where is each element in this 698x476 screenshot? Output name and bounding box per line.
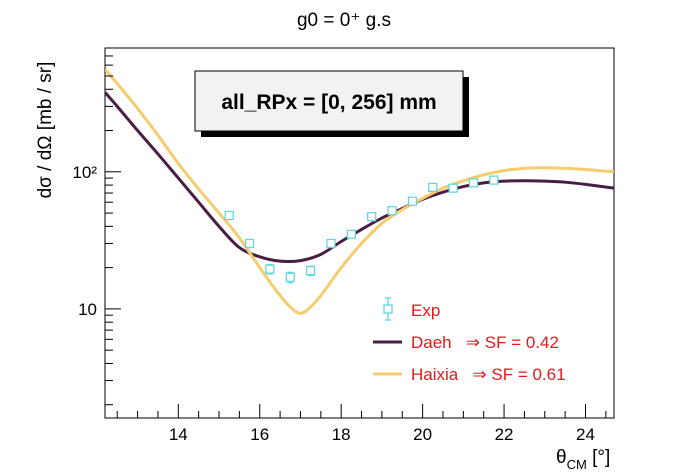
data-point bbox=[387, 206, 397, 216]
y-axis: 10 10² bbox=[72, 47, 121, 406]
data-point bbox=[468, 178, 479, 188]
y-axis-label: dσ / dΩ [mb / sr] bbox=[35, 62, 56, 199]
x-tick-label: 20 bbox=[413, 425, 432, 444]
data-points bbox=[224, 175, 499, 284]
legend: Exp Daeh ⇒ SF = 0.42 Haixia ⇒ SF = 0.61 bbox=[373, 297, 566, 384]
legend-label-exp: Exp bbox=[411, 301, 440, 320]
legend-item-haixia: Haixia ⇒ SF = 0.61 bbox=[373, 365, 566, 384]
annotation-text: all_RPx = [0, 256] mm bbox=[221, 91, 436, 114]
x-tick-label: 18 bbox=[332, 425, 351, 444]
x-tick-label: 14 bbox=[169, 425, 188, 444]
data-point bbox=[244, 238, 255, 249]
x-tick-label: 24 bbox=[576, 425, 595, 444]
data-point bbox=[407, 196, 418, 206]
legend-item-exp: Exp bbox=[383, 297, 440, 321]
y-tick-label: 10 bbox=[78, 300, 97, 319]
legend-item-daeh: Daeh ⇒ SF = 0.42 bbox=[373, 333, 559, 352]
data-point bbox=[326, 238, 336, 249]
plot-frame bbox=[104, 47, 615, 419]
data-point bbox=[489, 175, 499, 185]
data-point bbox=[346, 229, 356, 239]
data-point bbox=[428, 182, 438, 192]
data-point bbox=[285, 271, 295, 284]
data-point bbox=[224, 210, 234, 221]
annotation-box: all_RPx = [0, 256] mm bbox=[194, 70, 469, 137]
legend-label-haixia: Haixia ⇒ SF = 0.61 bbox=[411, 365, 566, 384]
data-point bbox=[265, 264, 275, 275]
legend-marker-exp bbox=[383, 304, 393, 314]
data-point bbox=[448, 183, 458, 193]
x-axis: 14 16 18 20 22 24 bbox=[116, 404, 607, 444]
chart-title: g0 = 0⁺ g.s bbox=[297, 10, 391, 31]
y-tick-label: 10² bbox=[72, 163, 97, 182]
data-point bbox=[306, 265, 316, 277]
series-line-haixia bbox=[105, 68, 614, 315]
plot-area: 14 16 18 20 22 24 10 10² bbox=[72, 47, 615, 444]
data-point bbox=[367, 212, 377, 222]
x-tick-label: 22 bbox=[495, 425, 514, 444]
x-axis-label: θCM [°] bbox=[556, 447, 610, 472]
legend-label-daeh: Daeh ⇒ SF = 0.42 bbox=[411, 333, 559, 352]
x-tick-label: 16 bbox=[250, 425, 269, 444]
